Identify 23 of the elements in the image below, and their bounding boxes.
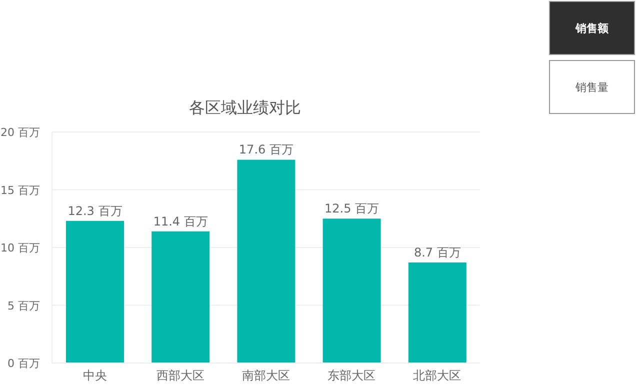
bar: [152, 231, 210, 363]
y-tick-label: 0 百万: [8, 357, 40, 370]
bar: [408, 262, 466, 363]
toggle-button: 销售量: [549, 60, 635, 114]
data-label: 12.3 百万: [68, 204, 122, 218]
y-tick-label: 10 百万: [0, 242, 40, 254]
data-label: 17.6 百万: [238, 142, 294, 157]
x-tick-label: 北部大区: [413, 368, 462, 383]
y-tick-label: 20 百万: [0, 126, 40, 139]
data-label: 8.7 百万: [414, 246, 461, 260]
y-tick-label: 5 百万: [8, 299, 40, 312]
x-tick-label: 西部大区: [156, 368, 204, 383]
x-tick-label: 中央: [82, 368, 107, 383]
toggle-button: 销售额: [549, 1, 635, 55]
bar: [66, 220, 124, 363]
bar: [237, 160, 296, 363]
x-tick-label: 东部大区: [328, 368, 376, 383]
data-label: 12.5 百万: [324, 202, 380, 216]
bar: [322, 218, 381, 363]
data-label: 11.4 百万: [153, 214, 208, 228]
y-tick-label: 15 百万: [0, 184, 40, 197]
chart-title: 各区域业绩对比: [188, 98, 302, 119]
x-tick-label: 南部大区: [242, 368, 290, 383]
